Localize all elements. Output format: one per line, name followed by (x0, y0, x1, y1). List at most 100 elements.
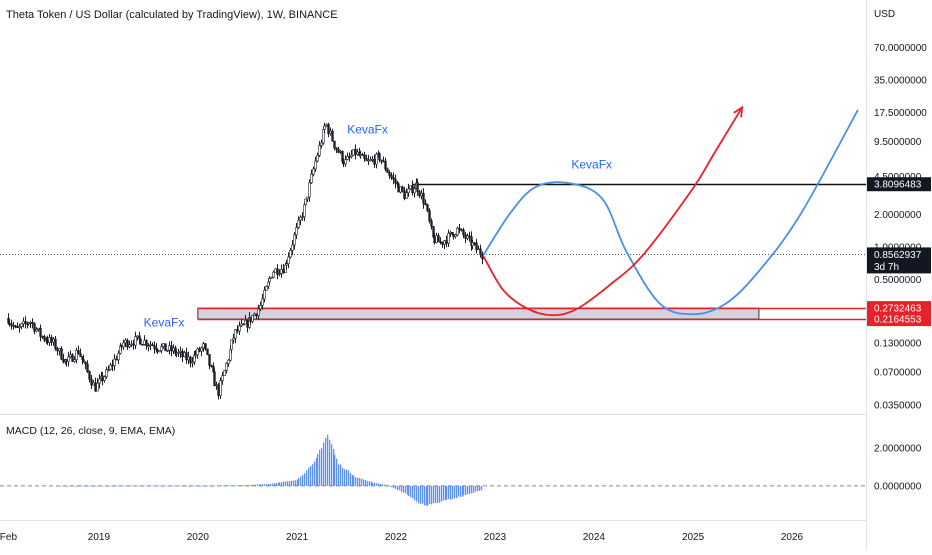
candle-body (473, 242, 476, 245)
candle-body (350, 154, 353, 158)
candle-body (94, 382, 97, 392)
macd-bar (202, 485, 204, 487)
macd-bar (380, 484, 382, 486)
macd-bar (116, 485, 118, 487)
candle-body (394, 178, 397, 184)
macd-bar (433, 485, 435, 504)
candle-body (445, 240, 448, 244)
macd-bar (376, 483, 378, 486)
candle-body (443, 240, 446, 245)
macd-bar (90, 485, 92, 487)
candle-body (304, 198, 307, 206)
macd-bar (152, 485, 154, 487)
macd-histogram (57, 434, 483, 506)
candle-body (77, 350, 80, 354)
macd-bar (424, 485, 426, 506)
macd-bar (348, 470, 350, 486)
candle-body (79, 353, 82, 357)
macd-bar (223, 485, 225, 487)
candle-body (335, 147, 338, 150)
x-tick-label: 2025 (682, 532, 705, 543)
macd-bar (329, 439, 331, 486)
macd-bar (175, 485, 177, 487)
candle-body (348, 156, 351, 158)
y-tick-label: 2.0000000 (874, 210, 922, 221)
annotation-label: KevaFx (571, 158, 612, 172)
level-price-tag-bg (867, 301, 931, 316)
macd-bar (259, 484, 261, 486)
macd-bar (124, 485, 126, 487)
candle-body (479, 248, 482, 255)
macd-bar (426, 485, 428, 506)
macd-bar (353, 476, 355, 486)
candle-body (435, 235, 438, 243)
macd-bar (205, 485, 207, 487)
candle-body (73, 359, 76, 362)
macd-bar (462, 485, 464, 497)
macd-tick-label: 0.0000000 (874, 481, 922, 492)
candle-body (268, 278, 271, 283)
macd-bar (67, 485, 69, 487)
macd-bar (243, 485, 245, 486)
candle-body (466, 235, 469, 239)
candle-body (200, 347, 203, 352)
macd-bar (445, 485, 447, 501)
macd-bar (414, 485, 416, 501)
macd-bar (327, 434, 329, 486)
macd-bar (456, 485, 458, 499)
macd-bar (131, 485, 133, 487)
candle-body (464, 234, 467, 239)
candle-body (217, 384, 220, 396)
macd-bar (289, 481, 291, 486)
current-price-tag: 0.8562937 (874, 250, 922, 261)
macd-bar (101, 485, 103, 487)
candle-body (327, 124, 330, 134)
macd-bar (82, 485, 84, 487)
macd-bar (369, 481, 371, 486)
macd-bar (150, 485, 152, 487)
candle-body (418, 191, 421, 197)
candle-body (141, 344, 144, 346)
candle-body (130, 343, 133, 346)
candle-body (82, 359, 85, 363)
candle-body (177, 352, 180, 354)
macd-bar (439, 485, 441, 503)
macd-bar (262, 484, 264, 486)
candle-body (452, 234, 455, 237)
macd-bar (460, 485, 462, 497)
current-price-tag-countdown: 3d 7h (874, 262, 899, 273)
candle-body (210, 365, 213, 367)
candle-body (240, 323, 243, 327)
candle-body (289, 250, 292, 258)
macd-bar (279, 482, 281, 486)
candle-body (424, 202, 427, 205)
macd-bar (169, 485, 171, 487)
macd-bar (300, 476, 302, 486)
macd-bar (160, 485, 162, 487)
macd-bar (139, 485, 141, 487)
macd-bar (334, 454, 336, 486)
candle-body (27, 322, 30, 325)
macd-bar (278, 482, 280, 486)
candle-body (373, 158, 376, 165)
candle-body (166, 349, 169, 352)
candle-body (20, 323, 23, 327)
macd-bar (391, 485, 393, 488)
candle-body (375, 153, 378, 165)
x-tick-label: 2021 (286, 532, 309, 543)
candle-body (164, 343, 167, 352)
candle-body (426, 204, 429, 211)
candle-body (316, 155, 319, 162)
macd-bar (473, 485, 475, 493)
macd-bar (399, 485, 401, 491)
level-price-tag: 0.2732463 (874, 304, 922, 315)
x-tick-label: 2022 (385, 532, 408, 543)
macd-bar (382, 484, 384, 486)
macd-bar (371, 481, 373, 486)
y-tick-label: 35.0000000 (874, 75, 927, 86)
macd-bar (463, 485, 465, 496)
candle-body (314, 160, 317, 170)
macd-bar (114, 485, 116, 487)
